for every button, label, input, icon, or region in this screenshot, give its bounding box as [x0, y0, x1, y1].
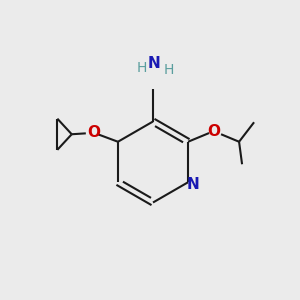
Text: H: H — [164, 63, 174, 77]
Text: O: O — [87, 125, 100, 140]
Text: N: N — [148, 56, 161, 71]
Text: N: N — [187, 177, 200, 192]
Text: H: H — [136, 61, 147, 75]
Text: O: O — [207, 124, 220, 139]
